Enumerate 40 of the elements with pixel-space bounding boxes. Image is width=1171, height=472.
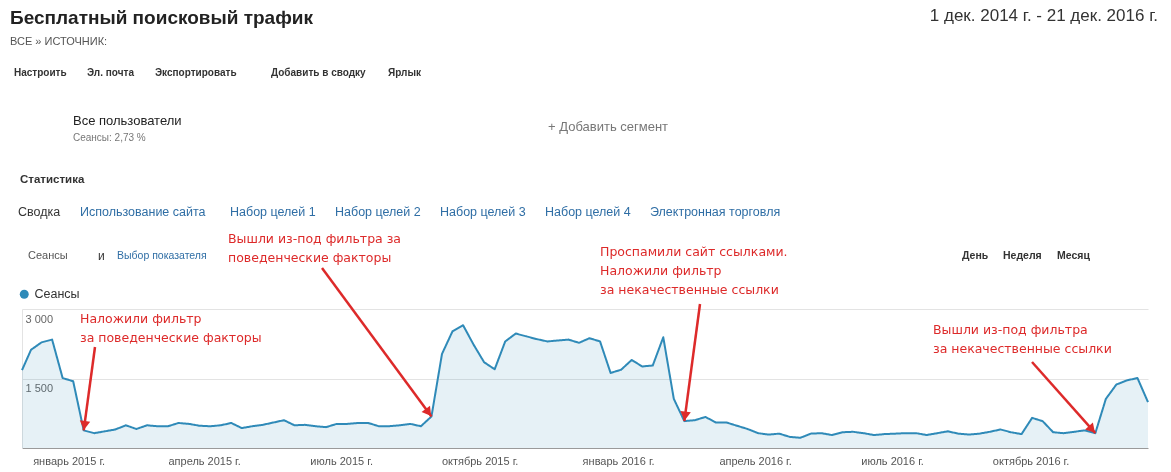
text: Настроить [14,67,67,78]
text: Сводка [18,205,61,219]
x-tick-label: январь 2015 г. [33,454,106,467]
text: и [98,249,105,263]
x-tick-label: октябрь 2015 г. [441,454,519,467]
text: Добавить в сводку [271,67,367,78]
annotation: Вышли из-под фильтра за поведенческие факторы [228,231,402,265]
text: ВСЕ » ИСТОЧНИК: [10,35,108,47]
y-tick-label: 1 500 [25,382,54,394]
x-tick-label: октябрь 2016 г. [992,454,1070,467]
annotation: Проспамили сайт ссылками. Наложили фильтр за некачественные ссылки [600,244,788,297]
chart-title: Бесплатный поисковый трафик [10,7,314,28]
text: Набор целей 2 [335,205,421,219]
text: Электронная торговля [650,205,781,219]
chart-subtitle: 1 дек. 2014 г. - 21 дек. 2016 г. [929,6,1158,25]
annotation: Наложили фильтр за поведенческие факторы [80,311,262,345]
text: Сеансы [28,249,68,261]
text: Ярлык [388,67,422,78]
text: Все пользователи [73,113,182,128]
text: Эл. почта [87,67,135,78]
y-tick-label: 3 000 [25,312,54,325]
text: Выбор показателя [117,249,207,261]
text: Сеансы: 2,73 % [73,132,146,143]
x-tick-label: июль 2015 г. [310,454,373,467]
text: Набор целей 3 [440,205,526,219]
text: День [962,249,989,261]
text: Набор целей 4 [545,205,631,219]
legend-label: Сеансы [34,287,80,302]
x-tick-label: апрель 2015 г. [168,454,241,467]
x-tick-label: июль 2016 г. [861,454,924,467]
text: Использование сайта [80,205,206,219]
text: + Добавить сегмент [548,119,669,134]
x-tick-label: апрель 2016 г. [719,454,792,467]
x-tick-label: январь 2016 г. [582,454,655,467]
text: Месяц [1057,249,1091,261]
text: Неделя [1003,249,1042,261]
annotation: Вышли из-под фильтра за некачественные ссылки [933,322,1112,356]
text: Экспортировать [155,67,237,78]
text: Статистика [20,173,85,185]
text: Набор целей 1 [230,205,316,219]
